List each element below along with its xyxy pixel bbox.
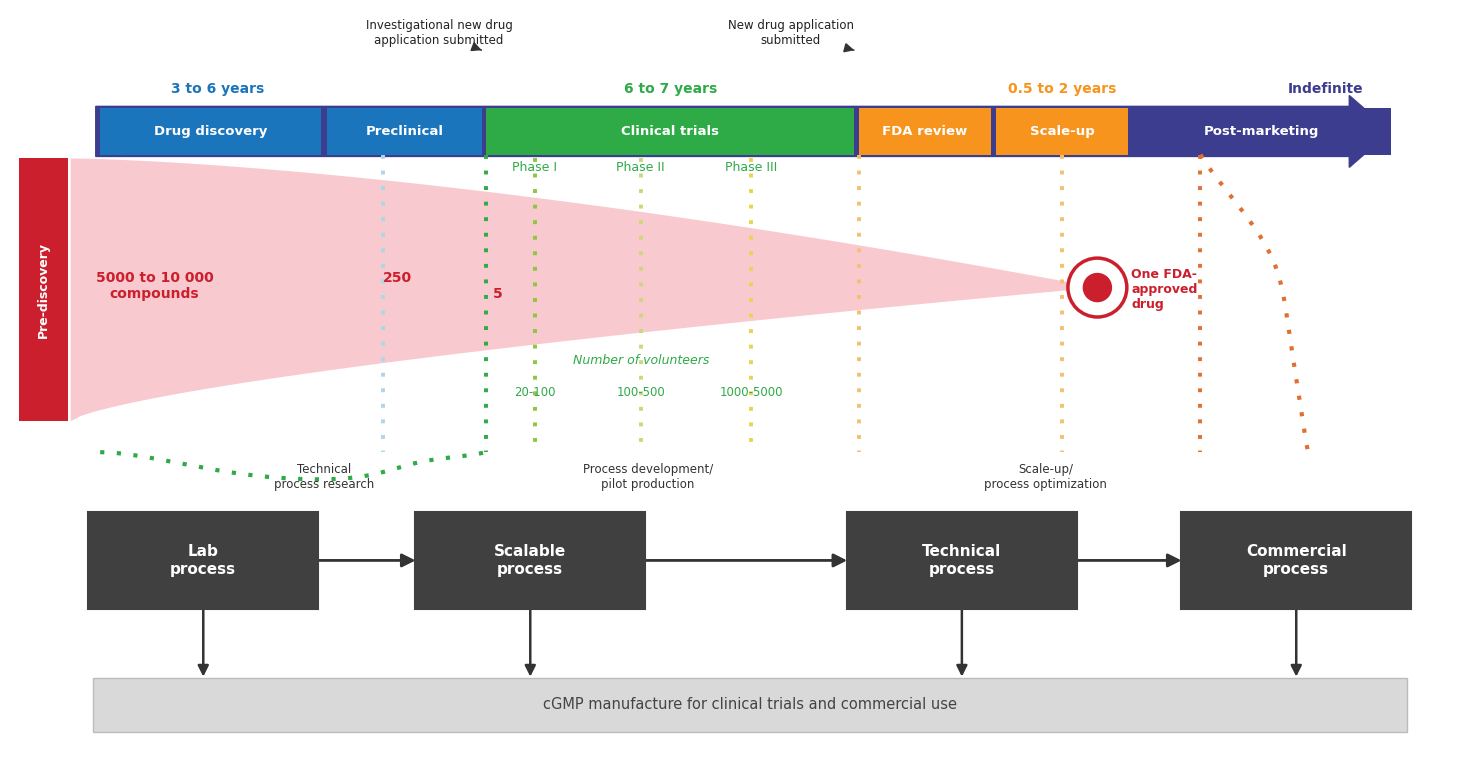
FancyBboxPatch shape [19,158,68,421]
Text: 100-500: 100-500 [616,386,666,400]
Text: cGMP manufacture for clinical trials and commercial use: cGMP manufacture for clinical trials and… [542,697,957,713]
Ellipse shape [1068,258,1127,317]
Text: Investigational new drug
application submitted: Investigational new drug application sub… [365,19,513,50]
Text: Technical
process: Technical process [922,544,1002,577]
Text: 0.5 to 2 years: 0.5 to 2 years [1008,82,1117,96]
Text: 5: 5 [493,287,502,301]
FancyBboxPatch shape [486,108,854,155]
Text: Scale-up/
process optimization: Scale-up/ process optimization [984,463,1108,491]
Text: Technical
process research: Technical process research [274,463,374,491]
FancyBboxPatch shape [859,108,991,155]
Text: Drug discovery: Drug discovery [155,125,267,138]
FancyArrow shape [96,95,1391,167]
FancyBboxPatch shape [88,512,318,609]
Text: Clinical trials: Clinical trials [622,125,719,138]
Text: Process development/
pilot production: Process development/ pilot production [583,463,713,491]
FancyBboxPatch shape [327,108,482,155]
Ellipse shape [1083,273,1112,302]
Text: Post-marketing: Post-marketing [1203,125,1320,138]
Text: Phase II: Phase II [616,161,666,174]
Text: Lab
process: Lab process [171,544,236,577]
FancyBboxPatch shape [847,512,1077,609]
Text: Indefinite: Indefinite [1287,82,1364,96]
FancyBboxPatch shape [100,108,321,155]
Text: 6 to 7 years: 6 to 7 years [623,82,717,96]
Text: 250: 250 [383,271,412,285]
Text: Pre-discovery: Pre-discovery [37,242,50,338]
FancyBboxPatch shape [996,108,1128,155]
Text: Phase III: Phase III [725,161,778,174]
Text: 1000-5000: 1000-5000 [719,386,784,400]
Text: New drug application
submitted: New drug application submitted [728,19,854,52]
Text: One FDA-
approved
drug: One FDA- approved drug [1131,268,1198,312]
FancyBboxPatch shape [1133,108,1391,155]
Text: FDA review: FDA review [882,125,968,138]
FancyBboxPatch shape [93,678,1407,732]
Text: 3 to 6 years: 3 to 6 years [171,82,265,96]
Text: Preclinical: Preclinical [365,125,443,138]
Text: 5000 to 10 000
compounds: 5000 to 10 000 compounds [96,271,214,301]
Text: Commercial
process: Commercial process [1246,544,1346,577]
Text: Scale-up: Scale-up [1030,125,1094,138]
FancyBboxPatch shape [415,512,645,609]
Text: Scalable
process: Scalable process [493,544,567,577]
Text: Number of volunteers: Number of volunteers [573,354,709,367]
FancyBboxPatch shape [1181,512,1411,609]
Polygon shape [71,158,1097,421]
Text: Phase I: Phase I [513,161,557,174]
Text: 20-100: 20-100 [514,386,555,400]
